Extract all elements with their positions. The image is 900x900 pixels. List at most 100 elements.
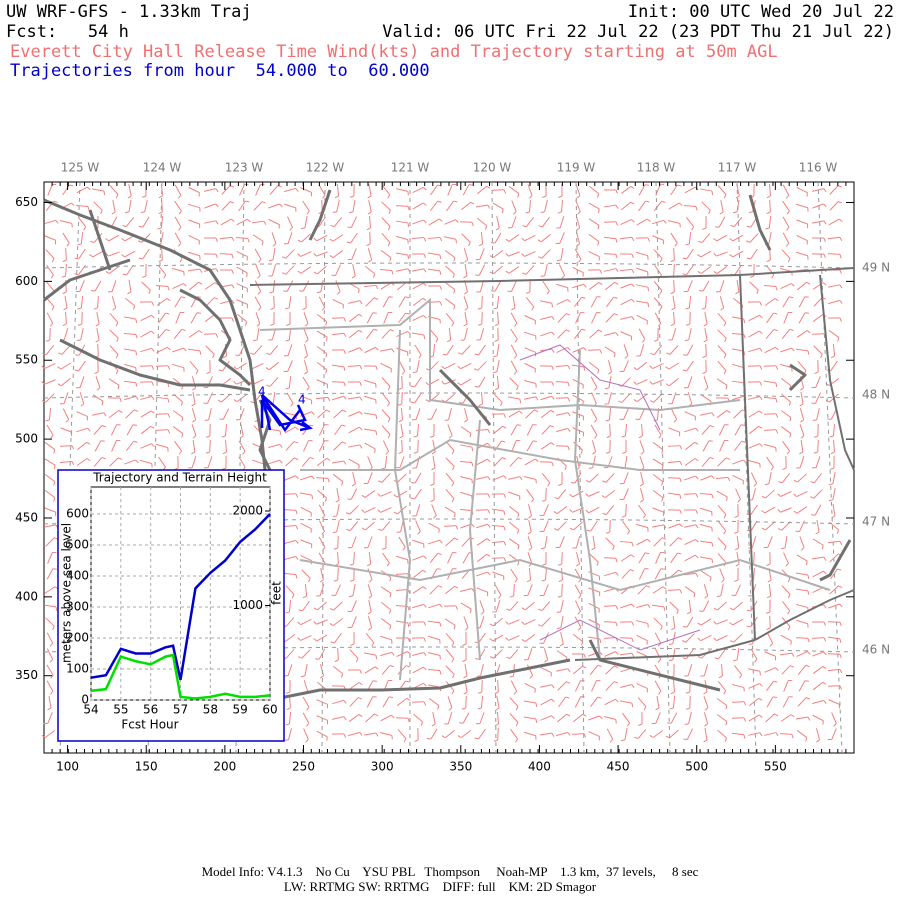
wind-barb	[571, 733, 585, 735]
wind-barb	[619, 268, 633, 272]
wind-barb	[621, 569, 631, 579]
wind-barb	[653, 537, 663, 547]
wind-barb	[652, 235, 664, 241]
wind-barb	[573, 665, 583, 675]
wind-barb	[209, 439, 211, 453]
wind-barb	[510, 328, 518, 340]
wind-barb	[445, 265, 455, 275]
wind-barb	[316, 457, 328, 467]
wind-barb	[604, 571, 616, 577]
wind-barb	[541, 499, 546, 502]
wind-barb	[746, 625, 751, 628]
wind-barb	[556, 259, 562, 262]
wind-barb	[428, 603, 440, 609]
wind-barb	[221, 393, 231, 403]
wind-barb	[717, 345, 727, 355]
wind-barb	[94, 440, 102, 452]
wind-barb	[225, 439, 227, 453]
wind-barb	[782, 296, 790, 308]
wind-barb	[734, 515, 739, 519]
wind-barb	[823, 237, 826, 242]
wind-barb	[428, 652, 440, 656]
wind-barb	[124, 348, 136, 352]
wind-barb	[407, 331, 411, 335]
wind-barb	[685, 243, 690, 246]
map: 4 4 100 150 200 250 300 350 400 450 500 550350400…	[15, 161, 890, 774]
wind-barb	[191, 403, 196, 407]
wind-barb	[108, 266, 120, 274]
wind-barb	[768, 583, 772, 597]
wind-barb	[748, 732, 760, 736]
wind-barb	[797, 697, 807, 707]
wind-barb	[155, 413, 169, 415]
wind-barb	[688, 599, 692, 613]
wind-barb	[300, 395, 312, 401]
wind-barb	[116, 337, 119, 343]
wind-barb	[781, 547, 786, 550]
wind-barb	[388, 696, 394, 698]
wind-barb	[544, 659, 548, 663]
wind-barb	[684, 554, 696, 562]
wind-barb	[111, 440, 117, 452]
wind-barb	[188, 186, 200, 194]
coastline	[308, 189, 332, 241]
lon-line	[321, 181, 326, 754]
wind-barb	[335, 280, 341, 292]
wind-barb	[779, 652, 793, 656]
arrowhead	[299, 421, 313, 432]
wind-barb	[702, 371, 707, 375]
wind-barb	[535, 718, 538, 724]
wind-barb	[123, 380, 137, 384]
wind-barb	[222, 467, 227, 470]
wind-barb	[766, 563, 771, 566]
wind-barb	[541, 425, 551, 435]
wind-barb	[700, 556, 712, 560]
wind-barb	[174, 200, 182, 212]
wind-barb	[281, 272, 287, 275]
wind-barb	[188, 234, 200, 242]
wind-barb	[655, 707, 660, 711]
wind-barb	[285, 723, 290, 726]
wind-barb	[287, 360, 293, 372]
wind-barb	[679, 223, 681, 228]
wind-barb	[557, 595, 562, 598]
wind-barb	[453, 200, 458, 203]
wind-barb	[215, 220, 219, 225]
wind-barb	[208, 408, 212, 420]
wind-barb	[653, 281, 663, 291]
wind-barb	[639, 483, 644, 487]
wind-barb	[288, 327, 292, 341]
border	[574, 639, 756, 661]
wind-barb	[135, 382, 138, 387]
wind-barb	[151, 443, 155, 447]
wind-barb	[495, 707, 500, 711]
wind-barb	[396, 555, 408, 561]
x-tick-label: 550	[764, 760, 787, 774]
wind-barb	[333, 665, 343, 675]
wind-barb	[471, 462, 474, 467]
wind-barb	[613, 313, 619, 316]
wind-barb	[647, 237, 651, 242]
wind-barb	[812, 651, 824, 657]
wind-barb	[463, 275, 468, 279]
wind-barb	[380, 250, 392, 258]
wind-barb	[526, 440, 534, 452]
wind-barb	[122, 273, 127, 276]
wind-barb	[631, 237, 635, 242]
wind-barb	[681, 640, 686, 643]
wind-barb	[464, 263, 468, 277]
y-tick-label: 550	[15, 353, 38, 367]
wind-barb	[124, 316, 136, 320]
latitude-label: 49 N	[862, 261, 890, 275]
wind-barb	[822, 666, 827, 670]
subtitle: Everett City Hall Release Time Wind(kts)…	[10, 42, 778, 62]
wind-barb	[517, 513, 520, 518]
wind-barb	[748, 425, 760, 435]
wind-barb	[538, 225, 543, 228]
wind-barb	[471, 523, 475, 528]
wind-barb	[544, 200, 548, 212]
wind-barb	[205, 345, 215, 355]
wind-barb	[221, 435, 226, 438]
wind-barb	[716, 490, 728, 498]
wind-barb	[758, 697, 763, 701]
